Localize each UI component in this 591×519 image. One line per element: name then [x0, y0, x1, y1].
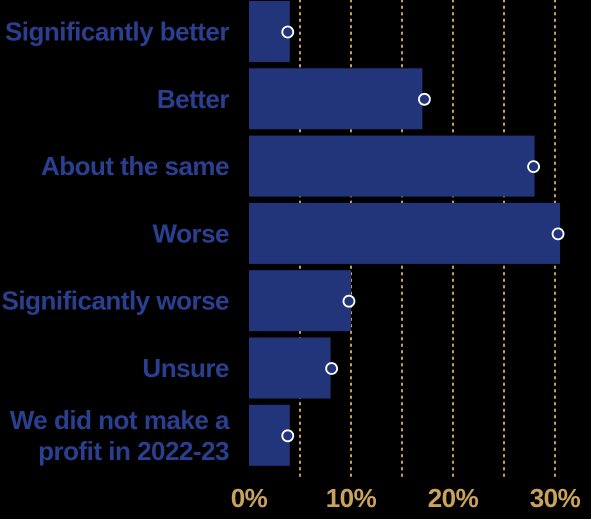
category-label: Significantly worse — [2, 286, 229, 316]
x-tick-label: 20% — [428, 483, 479, 513]
marker-point — [418, 92, 431, 106]
marker-point — [325, 362, 339, 375]
bar — [249, 202, 561, 264]
x-axis-tick-labels: 0% 10% 20% 30% — [231, 483, 581, 513]
category-label: We did not make a — [10, 405, 230, 435]
x-tick-label: 10% — [326, 483, 377, 513]
category-label: Worse — [153, 218, 230, 248]
bar — [249, 270, 351, 332]
category-labels: Significantly better Better About the same… — [2, 17, 231, 466]
marker-point — [281, 429, 295, 443]
bar — [249, 337, 331, 399]
marker-point — [551, 227, 565, 241]
category-label: About the same — [41, 151, 229, 181]
marker-point — [281, 25, 295, 39]
category-label: profit in 2022-23 — [38, 436, 229, 466]
marker-point — [342, 294, 356, 308]
category-label: Significantly better — [5, 17, 229, 47]
bar — [249, 68, 423, 130]
x-tick-label: 0% — [231, 483, 268, 513]
marker-point — [527, 160, 540, 174]
bars — [249, 1, 561, 466]
category-label: Unsure — [142, 353, 229, 383]
bar — [249, 135, 535, 197]
category-label: Better — [157, 84, 230, 114]
markers — [281, 25, 565, 443]
x-tick-label: 30% — [530, 483, 581, 513]
